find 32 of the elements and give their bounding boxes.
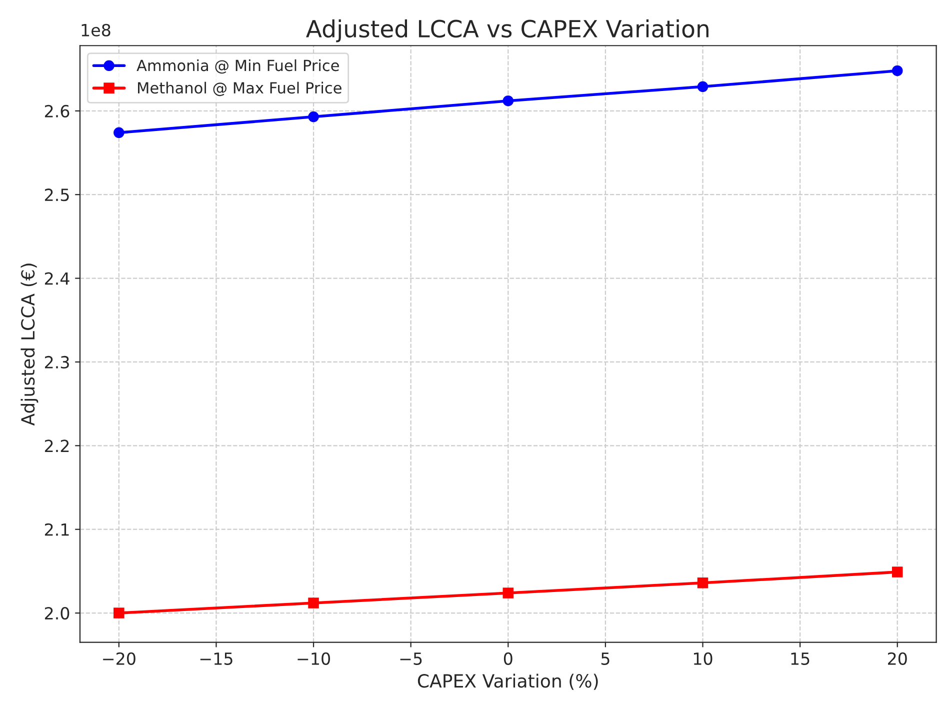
point	[114, 608, 124, 618]
x-tick-label: 15	[791, 652, 810, 665]
y-tick-label: 2.4	[44, 272, 70, 285]
point	[697, 81, 708, 92]
text: 1e8	[82, 24, 110, 36]
x-axis-title: CAPEX Variation (%)	[418, 674, 598, 690]
y-axis-title: Adjusted LCCA (€)	[20, 264, 38, 426]
point	[308, 598, 319, 608]
x-tick-label: 5	[601, 652, 610, 665]
y-tick-label: 2.3	[44, 356, 69, 369]
x-tick-label: −5	[400, 652, 422, 665]
point	[502, 588, 514, 598]
point	[697, 578, 708, 588]
x-tick-label: 10	[694, 652, 712, 665]
point	[892, 65, 903, 76]
point	[308, 111, 319, 122]
x-tick-label: −10	[298, 652, 330, 665]
point	[114, 127, 124, 138]
y-tick-label: 2.5	[44, 188, 69, 202]
legend-label: Ammonia @ Min Fuel Price	[136, 59, 339, 74]
point	[892, 566, 903, 578]
x-tick-label: 20	[888, 652, 907, 665]
y-tick-label: 2.0	[44, 607, 70, 620]
chart-title: Adjusted LCCA vs CAPEX Variation	[306, 19, 708, 42]
y-tick-label: 2.2	[44, 440, 69, 452]
x-tick-label: −15	[200, 652, 232, 665]
x-tick-label: 0	[504, 652, 512, 665]
legend-label: Methanol @ Max Fuel Price	[138, 82, 342, 96]
x-tick-label: −20	[103, 652, 136, 665]
y-tick-label: 2.6	[44, 104, 70, 118]
point	[502, 95, 514, 106]
y-tick-label: 2.1	[44, 523, 69, 536]
